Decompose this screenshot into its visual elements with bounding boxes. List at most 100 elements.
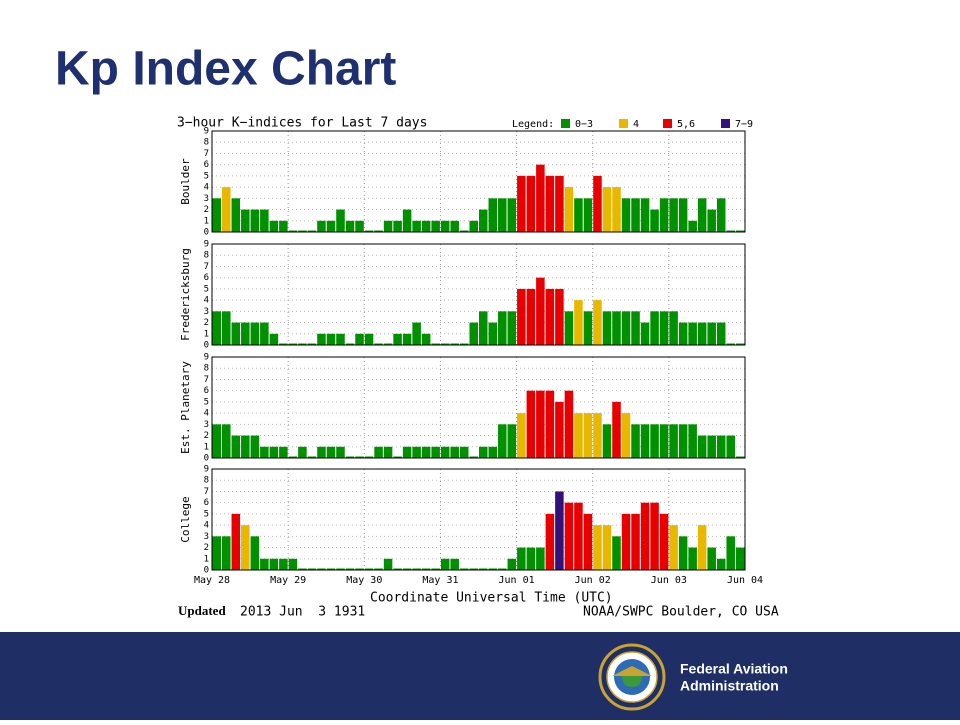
bar (593, 175, 602, 232)
bar (345, 568, 355, 570)
bar (602, 424, 612, 458)
bar (612, 187, 621, 232)
y-tick-label: 5 (204, 284, 209, 294)
bar (688, 424, 697, 458)
panel-label: Est. Planetary (179, 361, 192, 454)
bar (393, 568, 402, 570)
bar (421, 220, 431, 232)
bar (260, 558, 269, 570)
bar (716, 435, 726, 458)
bar (536, 390, 545, 458)
bar (545, 390, 555, 458)
bar (440, 446, 450, 458)
bar (564, 502, 574, 570)
bar (469, 220, 478, 232)
chart-title: 3−hour K−indices for Last 7 days (177, 116, 427, 131)
bar (621, 413, 631, 458)
y-tick-label: 2 (204, 318, 209, 328)
bar (621, 513, 631, 570)
legend-label: 4 (633, 119, 639, 130)
bar (231, 322, 241, 345)
bar (355, 456, 364, 458)
y-tick-label: 9 (204, 127, 209, 137)
bar (326, 568, 336, 570)
bar (317, 446, 326, 458)
bar (659, 424, 669, 458)
bar (545, 288, 555, 345)
bar (602, 525, 612, 570)
slide-title: Kp Index Chart (55, 43, 396, 96)
bar (593, 413, 602, 458)
bar (545, 513, 555, 570)
bar (669, 525, 678, 570)
panel-frame (211, 468, 746, 571)
bar (307, 568, 317, 570)
y-tick-label: 7 (204, 375, 209, 385)
panel-frame (211, 356, 746, 459)
y-tick-label: 7 (204, 149, 209, 159)
bar (355, 333, 364, 345)
bar (479, 311, 488, 345)
bar (345, 456, 355, 458)
x-tick-label: May 31 (422, 575, 458, 586)
bar (383, 343, 393, 345)
bar (250, 209, 260, 232)
bar (250, 322, 260, 345)
bar (222, 424, 231, 458)
bar (459, 446, 469, 458)
panel-label: Fredericksburg (179, 248, 192, 341)
bar (488, 446, 498, 458)
bar (231, 198, 241, 232)
bar (669, 424, 678, 458)
bar (317, 220, 326, 232)
bar (545, 175, 555, 232)
bar (640, 502, 650, 570)
bar (507, 558, 517, 570)
y-tick-label: 1 (204, 554, 209, 564)
y-tick-label: 2 (204, 543, 209, 553)
bar (650, 502, 659, 570)
bar (307, 230, 317, 232)
y-tick-label: 9 (204, 353, 209, 363)
bar (374, 568, 383, 570)
bar (412, 446, 421, 458)
bar (336, 446, 345, 458)
panel-frame (211, 243, 746, 346)
bar (678, 198, 688, 232)
bar (479, 446, 488, 458)
bar (555, 491, 564, 570)
bar (345, 220, 355, 232)
bar (298, 568, 307, 570)
bar (298, 343, 307, 345)
bar (631, 513, 640, 570)
x-tick-label: Jun 01 (499, 575, 535, 586)
bar (536, 164, 545, 232)
bar (583, 413, 593, 458)
bar (241, 209, 250, 232)
bar (555, 175, 564, 232)
bar (488, 568, 498, 570)
panel-label: College (179, 496, 192, 542)
bar (421, 333, 431, 345)
bar (479, 568, 488, 570)
bar (640, 322, 650, 345)
y-tick-label: 7 (204, 487, 209, 497)
y-tick-label: 0 (204, 228, 209, 238)
x-tick-label: Jun 04 (727, 575, 763, 586)
bar (574, 502, 583, 570)
bar (383, 220, 393, 232)
bar (345, 343, 355, 345)
bar (697, 525, 707, 570)
y-tick-label: 1 (204, 216, 209, 226)
bar (212, 424, 222, 458)
bar (212, 536, 222, 570)
bar (412, 568, 421, 570)
bar (526, 175, 536, 232)
bar (421, 446, 431, 458)
bar (450, 343, 459, 345)
bar (421, 568, 431, 570)
x-tick-label: May 28 (194, 575, 230, 586)
y-tick-label: 2 (204, 431, 209, 441)
bar (412, 322, 421, 345)
